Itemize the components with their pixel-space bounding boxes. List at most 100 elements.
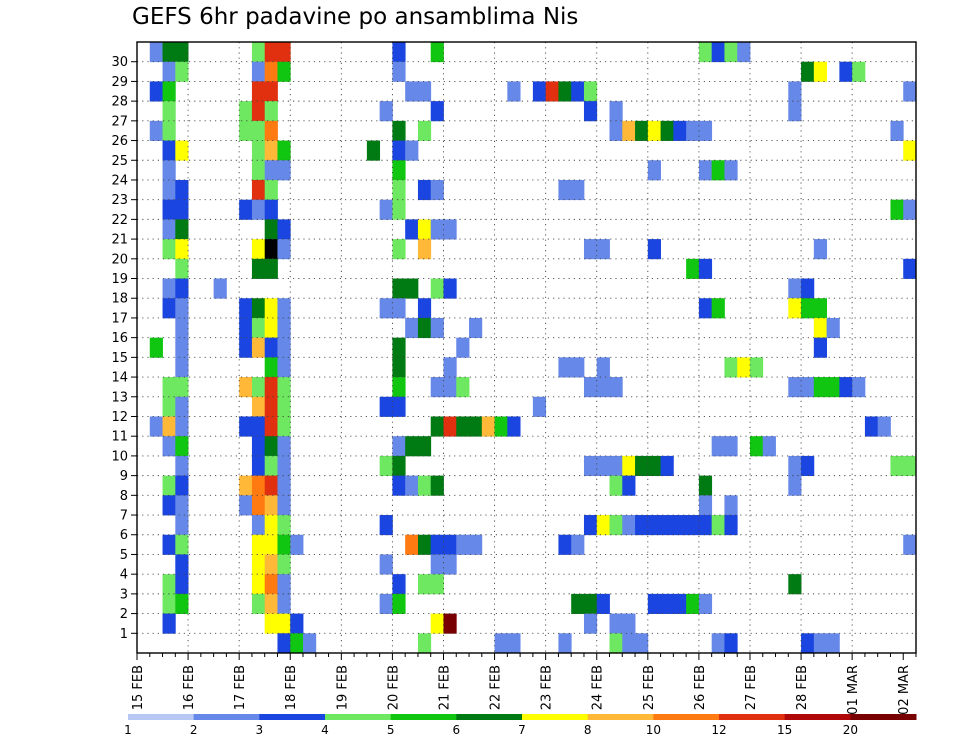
x-tick-label: 17 FEB xyxy=(233,665,248,710)
heatmap-cell xyxy=(392,436,406,457)
heatmap-cell xyxy=(430,219,444,240)
heatmap-cell xyxy=(417,81,432,102)
heatmap-cell xyxy=(571,357,585,378)
heatmap-cell xyxy=(251,495,266,516)
y-tick-label: 18 xyxy=(111,292,128,307)
x-axis: 15 FEB 16 FEB 17 FEB 18 FEB 19 FEB 20 FEB 21 F… xyxy=(131,653,917,715)
heatmap-cell xyxy=(469,416,483,437)
heatmap-cell xyxy=(456,416,470,437)
heatmap-cell xyxy=(826,317,840,339)
heatmap-cell xyxy=(596,593,610,614)
heatmap-cell xyxy=(277,239,291,260)
heatmap-cell xyxy=(264,61,278,82)
heatmap-cell xyxy=(788,475,802,496)
y-tick-label: 30 xyxy=(111,55,128,70)
heatmap-cell xyxy=(162,140,176,161)
heatmap-cell xyxy=(724,495,738,516)
heatmap-cell xyxy=(366,140,381,161)
heatmap-cell xyxy=(175,337,189,358)
heatmap-cell xyxy=(392,337,406,358)
heatmap-cell xyxy=(175,219,189,240)
y-tick-label: 10 xyxy=(111,449,128,464)
x-tick-label: 26 FEB xyxy=(693,665,708,710)
colorbar-swatch xyxy=(128,714,195,720)
heatmap-cell xyxy=(264,593,278,614)
heatmap-cell xyxy=(558,534,572,555)
heatmap-cell xyxy=(622,515,636,536)
heatmap-cell xyxy=(405,534,419,555)
heatmap-cell xyxy=(826,377,840,398)
heatmap-cell xyxy=(417,574,432,595)
heatmap-cell xyxy=(660,515,674,536)
heatmap-cell xyxy=(264,475,278,496)
colorbar-swatch xyxy=(653,714,720,720)
heatmap-cell xyxy=(456,534,470,555)
heatmap-cell xyxy=(290,633,304,654)
heatmap-cell xyxy=(251,317,266,339)
heatmap-cell xyxy=(826,633,840,654)
colorbar-label: 6 xyxy=(453,723,461,737)
y-tick-label: 5 xyxy=(120,548,128,563)
y-tick-label: 25 xyxy=(111,154,128,169)
heatmap-cell xyxy=(724,160,738,181)
x-tick-label: 22 FEB xyxy=(489,665,504,710)
heatmap-cell xyxy=(622,633,636,654)
colorbar-label: 8 xyxy=(584,723,592,737)
heatmap-cell xyxy=(609,101,623,122)
heatmap-cell xyxy=(264,239,278,260)
heatmap-cell xyxy=(277,140,291,161)
heatmap-cell xyxy=(405,219,419,240)
heatmap-cell xyxy=(443,534,457,555)
colorbar-label: 3 xyxy=(256,723,264,737)
heatmap-cell xyxy=(149,416,163,437)
y-tick-label: 1 xyxy=(120,627,128,642)
heatmap-cell xyxy=(801,377,815,398)
heatmap-cell xyxy=(596,239,610,260)
heatmap-cell xyxy=(737,42,751,63)
heatmap-cell xyxy=(647,593,661,614)
heatmap-cell xyxy=(813,298,828,319)
colorbar-label: 20 xyxy=(843,723,858,737)
heatmap-cell xyxy=(175,436,189,457)
heatmap-cell xyxy=(264,554,278,575)
heatmap-cell xyxy=(392,179,406,201)
heatmap-cell xyxy=(239,120,253,141)
heatmap-cell xyxy=(801,633,815,654)
heatmap-cell xyxy=(392,239,406,260)
heatmap-cell xyxy=(251,593,266,614)
colorbar-label: 12 xyxy=(711,723,726,737)
x-tick-label: 01 MAR xyxy=(846,665,861,715)
y-tick-label: 27 xyxy=(111,114,128,129)
heatmap-cell xyxy=(392,475,406,496)
heatmap-cell xyxy=(430,613,444,634)
heatmap-cell xyxy=(903,140,917,161)
heatmap-cell xyxy=(264,179,278,201)
heatmap-cell xyxy=(737,357,751,378)
heatmap-cell xyxy=(277,337,291,358)
heatmap-cell xyxy=(647,120,661,141)
heatmap-cell xyxy=(532,396,547,417)
heatmap-cell xyxy=(558,179,572,201)
heatmap-cell xyxy=(264,495,278,516)
heatmap-cell xyxy=(724,357,738,378)
heatmap-cell xyxy=(264,436,278,457)
heatmap-cell xyxy=(749,436,764,457)
heatmap-cell xyxy=(417,436,432,457)
heatmap-cell xyxy=(430,475,444,496)
y-tick-label: 19 xyxy=(111,272,128,287)
plot-frame xyxy=(136,41,917,654)
heatmap-cell xyxy=(583,593,598,614)
x-tick-label: 24 FEB xyxy=(591,665,606,710)
heatmap-cell xyxy=(673,515,687,536)
heatmap-cell xyxy=(277,515,291,536)
heatmap-cell xyxy=(251,120,266,141)
x-tick-label: 19 FEB xyxy=(335,665,350,710)
heatmap-cell xyxy=(379,455,393,477)
heatmap-cell xyxy=(251,337,266,358)
y-tick-label: 22 xyxy=(111,213,128,228)
heatmap-cell xyxy=(903,455,917,477)
heatmap-cell xyxy=(162,101,176,122)
heatmap-cell xyxy=(175,258,189,279)
colorbar-swatch xyxy=(390,714,457,720)
